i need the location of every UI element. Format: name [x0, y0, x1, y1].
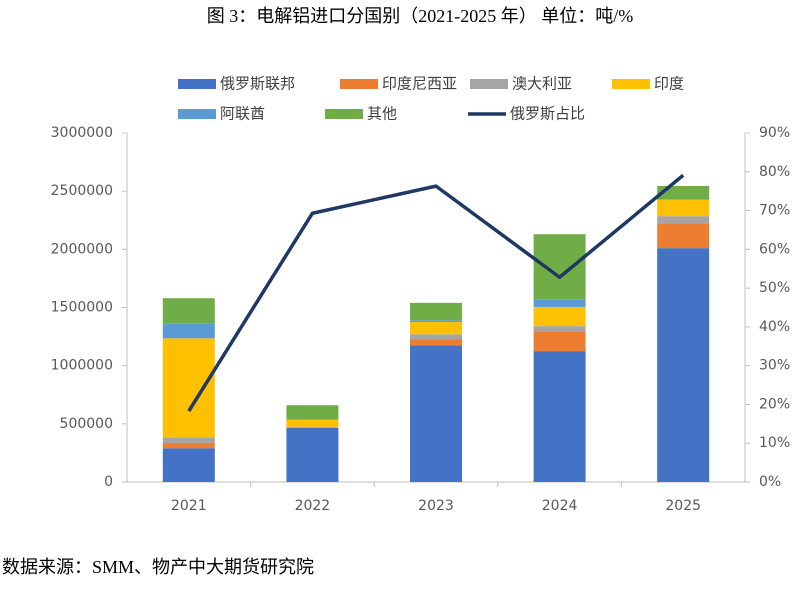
legend-label: 印度尼西亚 [382, 75, 457, 93]
legend-label: 阿联酋 [220, 105, 265, 123]
bar [410, 334, 462, 340]
bar [657, 199, 710, 217]
legend-swatch [340, 79, 378, 89]
legend-swatch [612, 79, 650, 89]
bar [162, 338, 215, 438]
y-tick-label: 1500000 [51, 300, 113, 316]
bar [657, 223, 710, 249]
x-tick-label: 2022 [295, 498, 331, 514]
y2-tick-label: 40% [759, 319, 790, 335]
x-tick-label: 2021 [171, 498, 207, 514]
bar [657, 216, 710, 224]
bar [533, 351, 586, 482]
bar [286, 427, 339, 482]
legend-swatch [178, 109, 216, 119]
bar [533, 234, 586, 300]
legend-label: 澳大利亚 [512, 75, 572, 93]
bar [286, 405, 339, 420]
legend-swatch [470, 79, 508, 89]
bar [657, 248, 710, 482]
legend-swatch [325, 109, 363, 119]
y2-tick-label: 70% [759, 203, 790, 219]
bar [286, 419, 339, 427]
y2-tick-label: 30% [759, 358, 790, 374]
legend-swatch [178, 79, 216, 89]
y2-tick-label: 10% [759, 435, 790, 451]
legend-label: 其他 [367, 105, 397, 123]
source-note: 数据来源：SMM、物产中大期货研究院 [2, 557, 314, 577]
x-tick-label: 2024 [542, 498, 578, 514]
bar [286, 427, 339, 428]
bar [533, 299, 586, 307]
x-tick-label: 2025 [665, 498, 701, 514]
legend-label: 俄罗斯占比 [510, 105, 585, 123]
bar [410, 322, 462, 335]
bar [162, 448, 215, 482]
y-tick-label: 3000000 [51, 125, 113, 141]
y-tick-label: 500000 [60, 416, 113, 432]
bar [410, 302, 462, 321]
y-tick-label: 2000000 [51, 241, 113, 257]
y2-tick-label: 80% [759, 164, 790, 180]
line [187, 173, 685, 412]
bar [162, 437, 215, 444]
bar [657, 185, 710, 200]
chart-title: 图 3：电解铝进口分国别（2021-2025 年） 单位：吨/% [207, 6, 634, 26]
bar [410, 339, 462, 346]
y-tick-label: 1000000 [51, 358, 113, 374]
bar [162, 323, 215, 339]
y2-tick-label: 60% [759, 241, 790, 257]
bar [410, 320, 462, 323]
bar [410, 345, 462, 482]
legend-label: 印度 [654, 75, 684, 93]
y2-tick-label: 0% [759, 474, 781, 490]
y2-tick-label: 50% [759, 280, 790, 296]
y2-tick-label: 90% [759, 125, 790, 141]
bar [533, 326, 586, 332]
legend-label: 俄罗斯联邦 [220, 75, 295, 93]
bar [657, 199, 710, 200]
x-tick-label: 2023 [418, 498, 454, 514]
bar [162, 443, 215, 449]
bar [533, 306, 586, 327]
bar [162, 298, 215, 324]
y2-tick-label: 20% [759, 396, 790, 412]
y-tick-label: 2500000 [51, 183, 113, 199]
bar [533, 331, 586, 352]
bar [286, 426, 339, 428]
y-tick-label: 0 [104, 474, 113, 490]
